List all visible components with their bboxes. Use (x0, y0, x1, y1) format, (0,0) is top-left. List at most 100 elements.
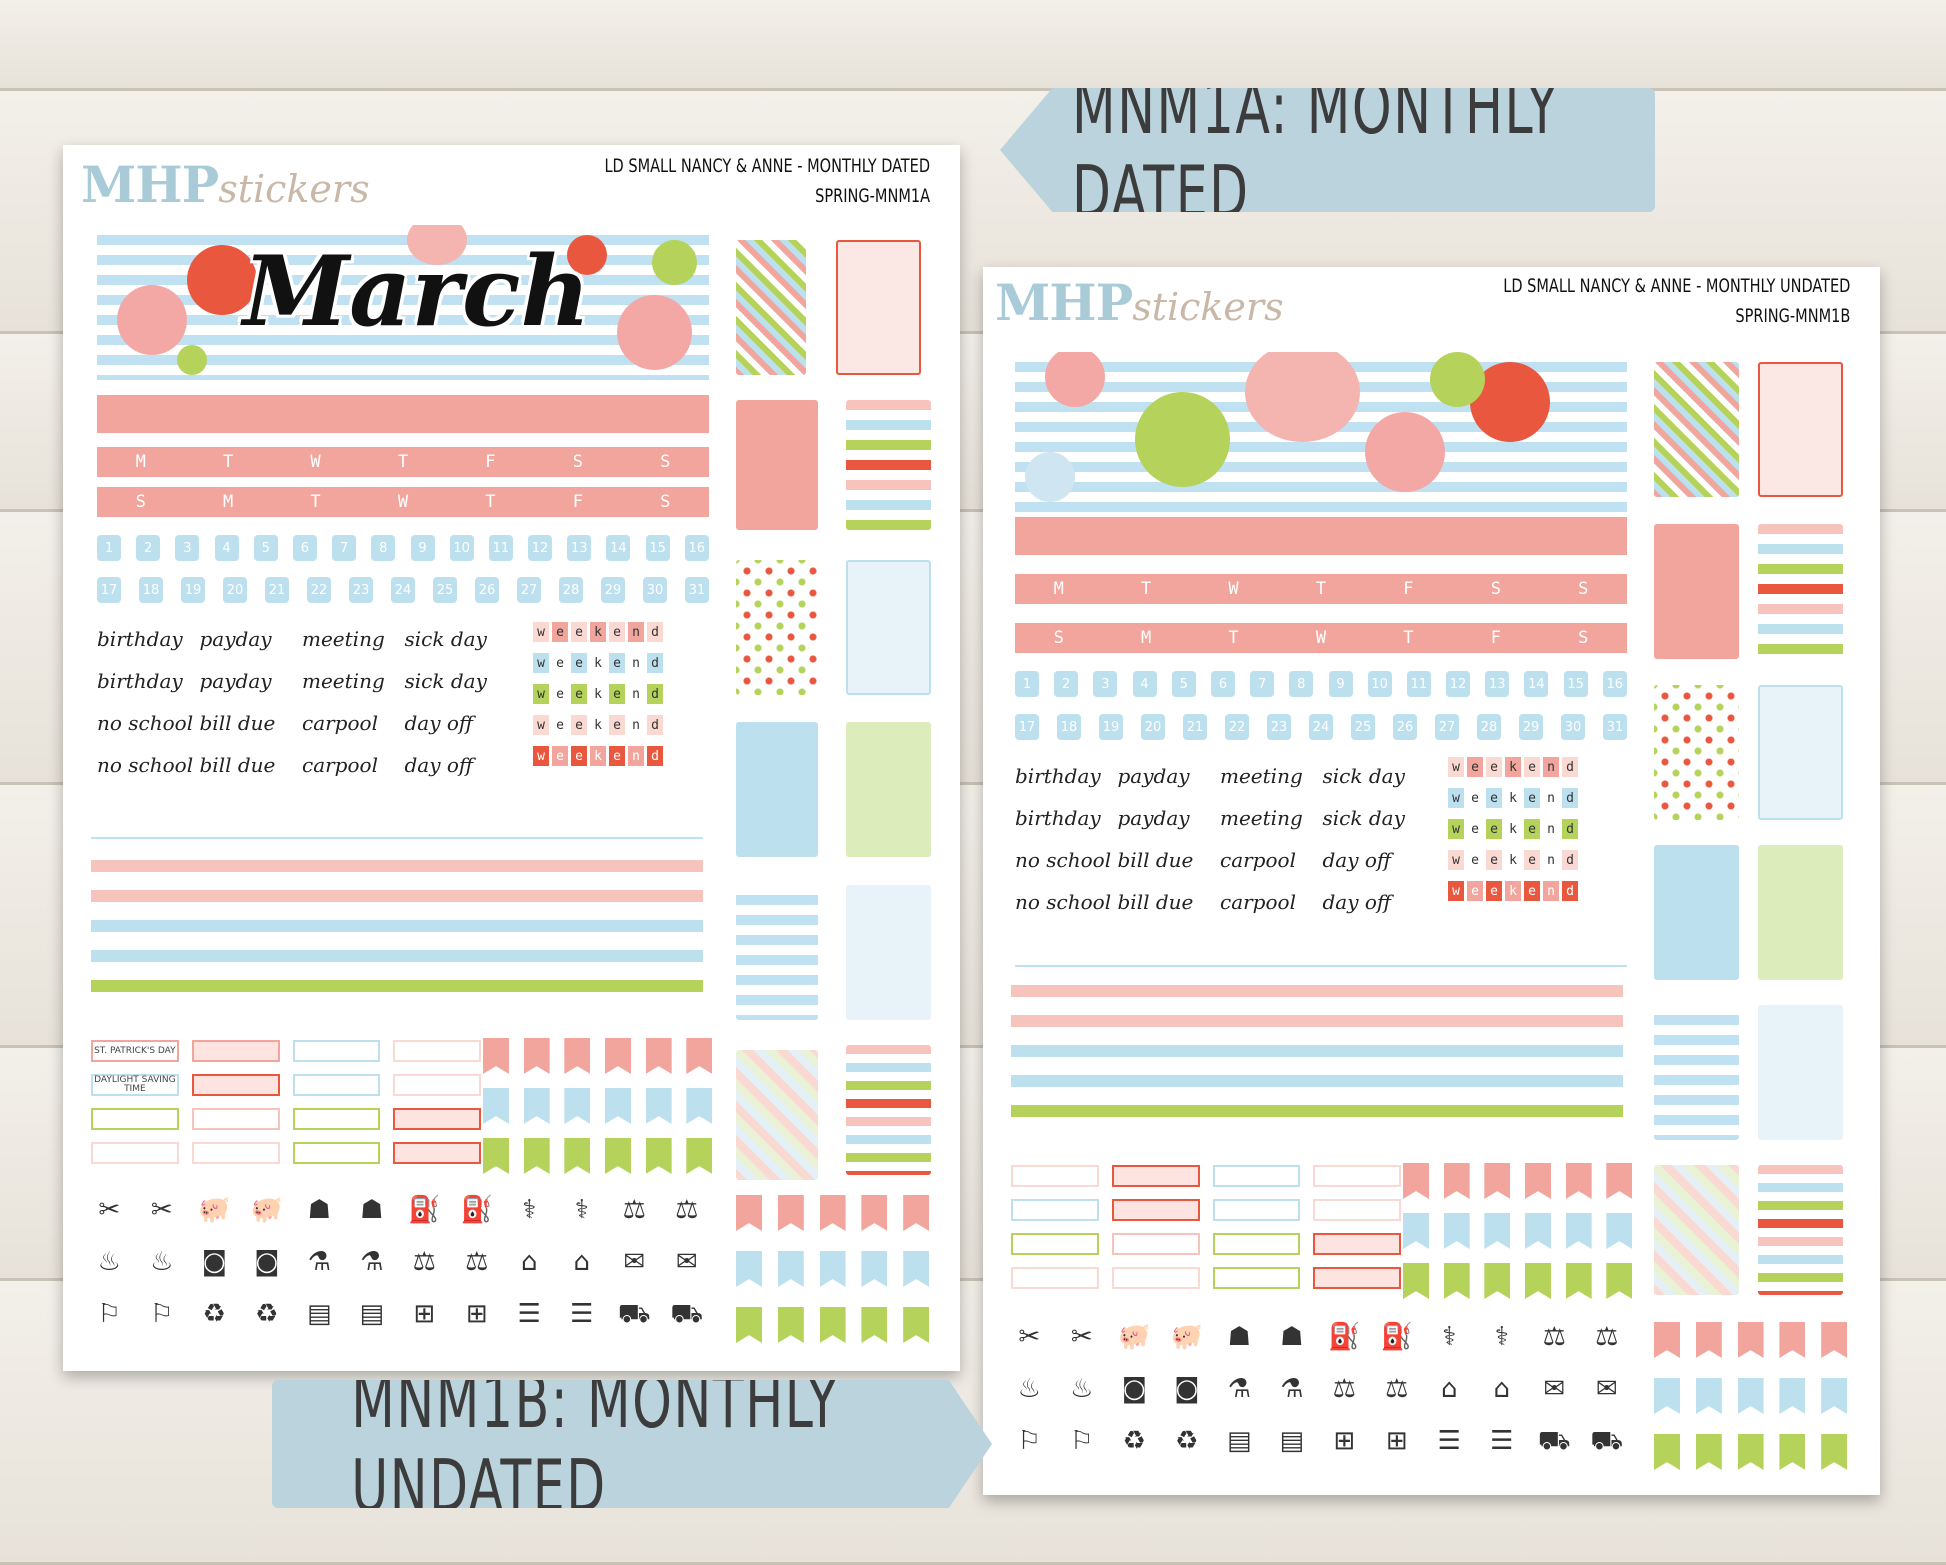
banner-letter: e (1486, 757, 1502, 777)
box-sticker (191, 1142, 280, 1164)
banner-letter: e (552, 746, 568, 766)
flag-sticker (564, 1038, 591, 1074)
word-sticker: payday (199, 669, 272, 693)
date-sticker: 20 (223, 577, 247, 603)
banner-letter: e (1467, 850, 1483, 870)
trash-can-icon: ♻ (1122, 1426, 1146, 1456)
flag-sticker (1654, 1378, 1680, 1414)
box-sticker (1313, 1267, 1401, 1289)
sneaker-icon: ⚐ (97, 1299, 121, 1329)
box-sticker (292, 1040, 381, 1062)
date-sticker: 16 (1602, 671, 1627, 697)
weekday-label: M (1141, 628, 1152, 648)
flag-sticker (1606, 1263, 1633, 1299)
date-sticker: 22 (307, 577, 331, 603)
banner-letter: k (1505, 881, 1521, 901)
weekday-row-monday: M T W T F S S (1015, 574, 1627, 604)
banner-letter: e (609, 715, 625, 735)
holiday-sticker-daylight-saving: DAYLIGHT SAVING TIME (91, 1074, 179, 1096)
luggage-icon: ⌂ (573, 1247, 590, 1277)
weekday-label: S (1578, 579, 1589, 599)
cake-icon: ♨ (97, 1247, 121, 1277)
plaid-sticker (736, 240, 806, 375)
box-sticker (1313, 1199, 1401, 1221)
banner-letter: k (1505, 788, 1521, 808)
flag-sticker (1524, 1163, 1551, 1199)
flag-sticker (1821, 1322, 1848, 1358)
flag-sticker (903, 1195, 930, 1231)
word-sticker: day off (1322, 848, 1392, 872)
sticker-sheet-undated: MHPstickers LD SMALL NANCY & ANNE - MONT… (983, 267, 1880, 1495)
box-sticker (393, 1040, 481, 1062)
checkbox-stickers (1011, 1165, 1401, 1289)
flower-decoration (617, 295, 692, 370)
box-sticker (191, 1040, 280, 1062)
weekday-label: T (1228, 628, 1239, 648)
banner-letter: k (590, 715, 606, 735)
date-sticker: 15 (645, 535, 670, 561)
flag-sticker (686, 1138, 713, 1174)
date-sticker: 6 (292, 535, 317, 561)
box-sticker (91, 1108, 179, 1130)
floral-strip (91, 827, 703, 839)
date-sticker: 25 (433, 577, 457, 603)
banner-letter: k (590, 684, 606, 704)
box-sticker (91, 1142, 179, 1164)
flag-sticker (523, 1088, 550, 1124)
trash-can-icon: ♻ (255, 1299, 279, 1329)
date-sticker: 14 (606, 535, 631, 561)
date-sticker: 28 (559, 577, 583, 603)
date-sticker: 24 (391, 577, 415, 603)
banner-letter: k (590, 653, 606, 673)
banner-letter: n (628, 653, 644, 673)
pink-header-bar (97, 395, 709, 433)
floral-box-sticker (1758, 1005, 1843, 1140)
flag-sticker (1821, 1378, 1848, 1414)
weekday-label: S (135, 492, 146, 512)
banner-letter: e (571, 746, 587, 766)
date-sticker: 1 (97, 535, 121, 561)
date-sticker: 4 (214, 535, 239, 561)
weekday-label: W (310, 452, 321, 472)
stripe-box-sticker (846, 400, 931, 530)
banner-letter: d (647, 684, 663, 704)
date-sticker: 29 (601, 577, 625, 603)
box-sticker (393, 1108, 481, 1130)
trash-can-icon: ♻ (1175, 1426, 1199, 1456)
flag-sticker (1654, 1434, 1680, 1470)
date-sticker: 21 (1183, 714, 1207, 740)
date-sticker: 25 (1351, 714, 1375, 740)
box-sticker (191, 1074, 280, 1096)
date-sticker: 11 (488, 535, 513, 561)
flag-sticker (1565, 1263, 1592, 1299)
bill-icon: ☰ (1490, 1426, 1514, 1456)
gas-pump-icon: ⛽ (1380, 1322, 1413, 1352)
label-monthly-undated-text: MNM1B: MONTHLY UNDATED (351, 1360, 840, 1528)
trash-can-icon: ♻ (202, 1299, 226, 1329)
logo-mhp-text: MHP (995, 273, 1133, 332)
date-sticker: 8 (371, 535, 396, 561)
banner-letter: e (1486, 819, 1502, 839)
date-row-1: 1 2 3 4 5 6 7 8 9 10 11 12 13 14 15 16 (97, 535, 709, 561)
word-stickers: birthday payday meeting sick day birthday pay… (1015, 764, 1425, 914)
gas-pump-icon: ⛽ (1328, 1322, 1361, 1352)
flag-sticker (686, 1088, 713, 1124)
sheet-title: LD SMALL NANCY & ANNE - MONTHLY UNDATED (1502, 275, 1850, 297)
sneaker-icon: ⚐ (150, 1299, 174, 1329)
flag-sticker (1695, 1434, 1722, 1470)
flag-sticker (1524, 1213, 1551, 1249)
flag-sticker (861, 1251, 888, 1287)
banner-letter: w (1448, 819, 1464, 839)
flower-decoration (1430, 352, 1485, 407)
wood-plank (0, 0, 1946, 91)
date-sticker: 27 (1435, 714, 1459, 740)
banner-letter: w (533, 622, 549, 642)
weekday-label: T (1315, 579, 1327, 599)
month-title: March (243, 235, 591, 348)
flag-sticker (604, 1138, 631, 1174)
box-sticker (1011, 1267, 1099, 1289)
sheet-title: LD SMALL NANCY & ANNE - MONTHLY DATED (604, 155, 930, 177)
bill-icon: ☰ (570, 1299, 594, 1329)
